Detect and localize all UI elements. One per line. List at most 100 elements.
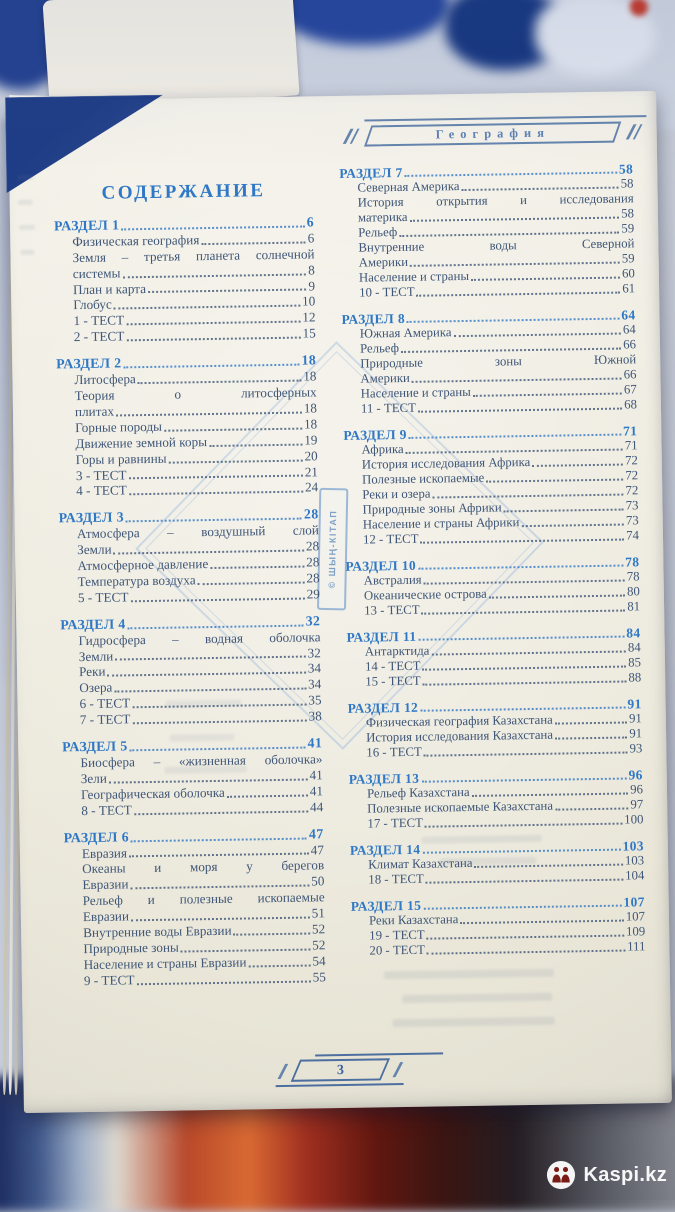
page-number-rule (275, 1083, 404, 1088)
toc-entry-title: 9 - ТЕСТ (83, 972, 135, 988)
toc-entry-page: 28 (306, 570, 320, 586)
toc-entry-page: 71 (624, 438, 638, 453)
toc-entry-title: Евразия (81, 844, 128, 861)
toc-entry-page: 109 (625, 924, 646, 939)
dot-leader (453, 332, 622, 338)
toc-entry-title: плитах (74, 403, 115, 420)
toc-entry-page: 21 (304, 463, 319, 480)
toc-entry-page: 66 (623, 367, 637, 382)
dot-leader (248, 964, 311, 968)
toc-entry-page: 9 (308, 277, 316, 293)
dot-leader (488, 594, 626, 599)
dot-leader (532, 463, 624, 467)
dot-leader (130, 597, 305, 603)
toc-entry-title: Антарктида (364, 643, 430, 659)
dot-leader (423, 904, 622, 910)
dot-leader (421, 777, 627, 783)
page-number: 3 (275, 1052, 444, 1088)
kaspi-watermark: Kaspi.kz (546, 1160, 667, 1190)
dot-leader (126, 320, 301, 326)
dot-leader (131, 837, 308, 842)
toc-entry-page: 111 (627, 939, 646, 954)
dot-leader (233, 932, 311, 936)
toc-entry-title: Температура воздуха (77, 572, 196, 590)
toc-entry-title: системы (72, 265, 121, 281)
running-header-box: География (364, 121, 622, 147)
toc-entry-page: 41 (307, 735, 323, 751)
slash-ornament (392, 1061, 404, 1077)
toc-entry-title: Зели (80, 770, 107, 786)
toc-entry-title: Реки Казахстана (368, 912, 459, 928)
toc-entry-title: РАЗДЕЛ 5 (62, 738, 128, 755)
dot-leader (113, 549, 305, 555)
toc-entry-title: Глобус (73, 296, 112, 313)
toc-entry-title: 3 - ТЕСТ (75, 466, 127, 483)
toc-entry-page: 41 (309, 767, 323, 783)
dot-leader (113, 304, 301, 310)
dot-leader (474, 863, 623, 868)
kaspi-label: Kaspi.kz (583, 1163, 667, 1186)
toc-entry-page: 58 (620, 176, 634, 191)
toc-entry-title: Горы и равнины (75, 450, 167, 467)
toc-entry-title: Америки (360, 370, 410, 386)
toc-section: РАЗДЕЛ 11 84 Антарктида 84 14 - ТЕСТ 85 15 - Т… (346, 625, 641, 690)
toc-entry-page: 19 (304, 432, 318, 448)
toc-entry-title: Внутренние воды Евразии (83, 922, 232, 941)
toc-entry-page: 103 (622, 838, 644, 854)
toc-entry-page: 107 (625, 909, 646, 924)
toc-entry-page: 80 (626, 584, 640, 599)
dot-leader (121, 225, 305, 231)
toc-entry-title: Евразии (82, 876, 129, 893)
toc-entry-title: 4 - ТЕСТ (76, 482, 127, 499)
toc-entry-title: РАЗДЕЛ 2 (56, 355, 122, 372)
toc-entry-title: Евразии (82, 908, 130, 925)
bleed-through-artifact (392, 1016, 555, 1028)
dot-leader (126, 517, 303, 523)
toc-section: РАЗДЕЛ 5 41 Биосфера – «жизненная оболочка… (62, 735, 323, 819)
toc-entry: 11 - ТЕСТ 68 (343, 397, 637, 417)
dot-leader (472, 392, 622, 397)
toc-entry-page: 52 (312, 937, 326, 953)
toc-entry-page: 85 (628, 655, 642, 670)
dot-leader (129, 746, 306, 752)
dot-leader (416, 291, 621, 297)
toc-entry-title: Население и страны (360, 384, 471, 401)
toc-entry-page: 15 (302, 325, 316, 341)
toc-entry-title: Австралия (363, 572, 422, 588)
toc-section: РАЗДЕЛ 6 47 Евразия 47 Океаны и моря у берег… (64, 826, 326, 989)
dot-leader (422, 665, 627, 671)
dot-leader (554, 721, 628, 725)
toc-section: РАЗДЕЛ 8 64 Южная Америка 64 Рельеф 66 Природн… (341, 307, 637, 417)
toc-entry: 5 - ТЕСТ 29 (60, 586, 320, 606)
dot-leader (164, 427, 303, 432)
toc-entry-page: 91 (629, 726, 643, 741)
toc-entry-title: 5 - ТЕСТ (77, 589, 129, 605)
toc-entry-title: Население и страны (358, 268, 470, 285)
toc-section: РАЗДЕЛ 1 6 Физическая география 6 Земля – тр… (54, 214, 316, 345)
toc-entry-title: 11 - ТЕСТ (360, 400, 417, 416)
toc-entry-title: Реки (78, 664, 106, 680)
toc-entry-page: 54 (312, 953, 326, 969)
toc-entry-page: 84 (626, 625, 641, 641)
toc-section: РАЗДЕЛ 13 96 Рельеф Казахстана 96 Полезные и… (349, 767, 644, 832)
dot-leader (180, 948, 311, 953)
toc-entry-title: 6 - ТЕСТ (79, 695, 131, 712)
dot-leader (422, 680, 627, 686)
toc-entry-title: Рельеф (359, 341, 400, 356)
toc-entry: 20 - ТЕСТ 111 (351, 939, 645, 959)
slash-ornament (277, 1063, 289, 1079)
toc-entry-title: История исследования Африка (361, 454, 531, 472)
toc-section: РАЗДЕЛ 10 78 Австралия 78 Океанические остро… (345, 554, 640, 619)
toc-entry-page: 66 (623, 337, 637, 352)
toc-entry-page: 93 (629, 741, 643, 756)
toc-entry-page: 38 (308, 708, 322, 724)
toc-entry-page: 91 (627, 696, 642, 712)
dot-leader (417, 407, 623, 413)
dot-leader (197, 581, 305, 586)
toc-entry-page: 50 (311, 873, 325, 889)
toc-entry-page: 60 (621, 266, 635, 281)
dot-leader (129, 852, 309, 858)
toc-entry-page: 84 (627, 640, 641, 655)
page-number-value: 3 (336, 1063, 344, 1079)
dot-leader (201, 241, 306, 245)
